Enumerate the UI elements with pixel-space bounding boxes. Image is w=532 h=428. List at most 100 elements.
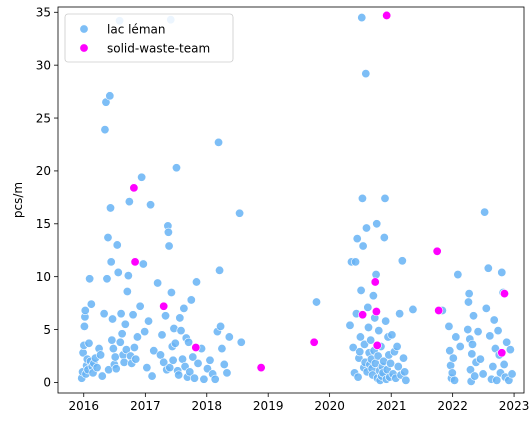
point-lac-leman-46	[120, 319, 130, 329]
point-lac-leman-94	[186, 295, 196, 305]
point-lac-leman-102	[205, 355, 215, 365]
point-lac-leman-54	[129, 343, 139, 353]
point-lac-leman-50	[124, 197, 134, 207]
point-lac-leman-181	[401, 375, 411, 385]
point-lac-leman-222	[499, 359, 509, 369]
point-lac-leman-81	[170, 338, 180, 348]
point-lac-leman-19	[92, 363, 102, 373]
point-lac-leman-45	[119, 357, 129, 367]
point-lac-leman-65	[149, 346, 159, 356]
point-solid-waste-team-4	[256, 363, 266, 373]
point-lac-leman-179	[398, 353, 408, 363]
point-lac-leman-169	[386, 358, 396, 368]
point-lac-leman-196	[464, 289, 474, 299]
x-tick-label-2023: 2023	[499, 399, 530, 413]
point-lac-leman-198	[465, 365, 475, 375]
point-lac-leman-84	[174, 370, 184, 380]
point-lac-leman-220	[497, 267, 507, 277]
point-lac-leman-106	[214, 137, 224, 147]
point-solid-waste-team-12	[434, 306, 444, 316]
point-lac-leman-123	[353, 372, 363, 382]
x-tick-label-2021: 2021	[376, 399, 407, 413]
point-lac-leman-96	[189, 373, 199, 383]
point-lac-leman-29	[105, 91, 115, 101]
point-lac-leman-200	[467, 349, 477, 359]
point-lac-leman-41	[115, 337, 125, 347]
point-lac-leman-188	[447, 368, 457, 378]
point-lac-leman-208	[480, 207, 490, 217]
point-lac-leman-141	[366, 335, 376, 345]
point-lac-leman-22	[97, 371, 107, 381]
point-lac-leman-207	[478, 369, 488, 379]
point-lac-leman-59	[138, 259, 148, 269]
point-solid-waste-team-13	[497, 348, 507, 358]
point-lac-leman-111	[222, 368, 232, 378]
point-lac-leman-213	[488, 362, 498, 372]
point-lac-leman-100	[199, 374, 209, 384]
point-lac-leman-55	[131, 354, 141, 364]
point-lac-leman-43	[117, 329, 127, 339]
point-solid-waste-team-3	[191, 343, 201, 353]
point-lac-leman-116	[345, 320, 355, 330]
point-lac-leman-58	[137, 172, 147, 182]
y-tick-label-0: 0	[43, 376, 51, 390]
point-lac-leman-216	[492, 375, 502, 385]
point-lac-leman-153	[374, 326, 384, 336]
point-lac-leman-66	[153, 278, 163, 288]
point-lac-leman-48	[122, 286, 132, 296]
point-lac-leman-62	[144, 316, 154, 326]
point-lac-leman-86	[176, 326, 186, 336]
point-lac-leman-42	[116, 309, 126, 319]
plot-frame	[57, 6, 525, 394]
point-lac-leman-149	[371, 270, 381, 280]
point-lac-leman-11	[84, 338, 94, 348]
point-lac-leman-114	[236, 337, 246, 347]
point-lac-leman-175	[393, 362, 403, 372]
point-lac-leman-97	[192, 277, 202, 287]
point-lac-leman-56	[132, 332, 142, 342]
point-lac-leman-130	[358, 241, 368, 251]
point-lac-leman-85	[175, 313, 185, 323]
point-lac-leman-33	[108, 314, 118, 324]
point-lac-leman-34	[108, 344, 118, 354]
point-lac-leman-194	[463, 325, 473, 335]
y-axis: 0 5 10 15 20 25 30 35	[36, 6, 58, 390]
x-tick-label-2016: 2016	[68, 399, 99, 413]
point-lac-leman-27	[103, 233, 113, 243]
legend-label-solid-waste-team: solid-waste-team	[107, 42, 210, 56]
point-lac-leman-203	[470, 371, 480, 381]
point-lac-leman-192	[453, 270, 463, 280]
y-axis-label: pcs/m	[11, 182, 25, 218]
point-lac-leman-226	[505, 345, 515, 355]
point-lac-leman-107	[215, 265, 225, 275]
point-lac-leman-82	[171, 163, 181, 173]
point-lac-leman-214	[489, 315, 499, 325]
point-solid-waste-team-14	[499, 289, 509, 299]
legend-box	[64, 13, 234, 63]
point-lac-leman-68	[157, 330, 167, 340]
point-solid-waste-team-9	[372, 340, 382, 350]
point-lac-leman-12	[85, 274, 95, 284]
x-axis: 2016 2017 2018 2019 2020 2021 2022 2023	[68, 393, 529, 413]
point-lac-leman-227	[507, 369, 517, 379]
point-lac-leman-180	[400, 367, 410, 377]
point-lac-leman-134	[361, 69, 371, 79]
point-lac-leman-104	[210, 374, 220, 384]
point-lac-leman-152	[373, 351, 383, 361]
point-lac-leman-209	[481, 303, 491, 313]
point-lac-leman-61	[142, 363, 152, 373]
point-lac-leman-24	[100, 125, 110, 135]
point-lac-leman-206	[475, 354, 485, 364]
point-lac-leman-205	[473, 327, 483, 337]
point-lac-leman-37	[111, 364, 121, 374]
point-lac-leman-109	[217, 344, 227, 354]
point-lac-leman-6	[80, 306, 90, 316]
point-lac-leman-201	[467, 339, 477, 349]
point-lac-leman-64	[147, 371, 157, 381]
point-lac-leman-217	[493, 326, 503, 336]
point-lac-leman-127	[356, 285, 366, 295]
legend-label-lac-leman: lac léman	[107, 23, 165, 37]
legend-marker-solid-waste-team	[79, 43, 89, 53]
point-lac-leman-190	[449, 375, 459, 385]
